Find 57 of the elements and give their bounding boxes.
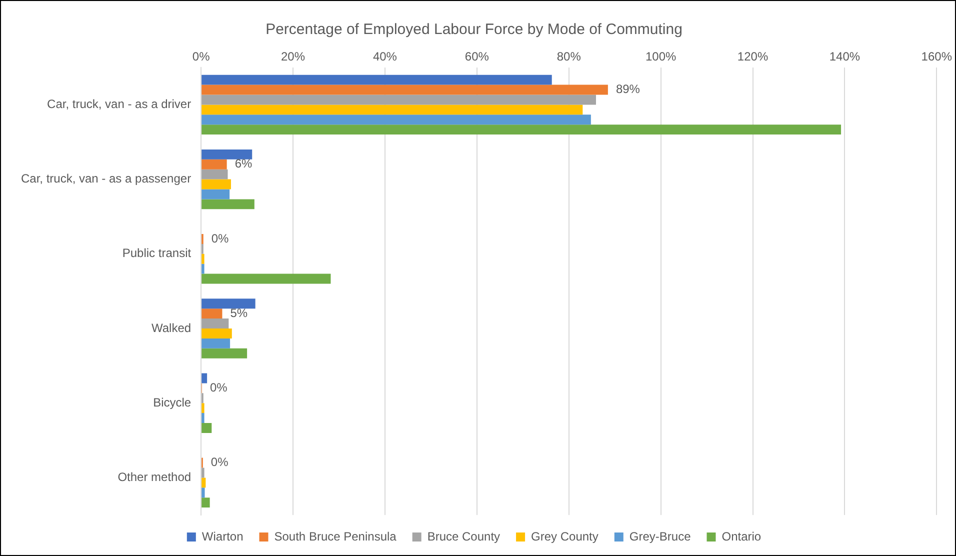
legend-label: Ontario <box>722 529 762 544</box>
data-label: 6% <box>234 156 252 171</box>
bar <box>202 498 210 508</box>
bar <box>202 84 608 95</box>
x-tick-label: 100% <box>645 50 676 64</box>
bar <box>202 488 205 498</box>
y-tick-label: Car, truck, van - as a driver <box>47 97 192 112</box>
y-tick-label: Bicycle <box>153 395 192 410</box>
data-label: 0% <box>211 231 230 246</box>
bar <box>202 478 206 488</box>
bar <box>202 468 204 478</box>
bar <box>202 94 596 105</box>
bar <box>202 104 583 115</box>
legend-label: Grey-Bruce <box>629 529 692 544</box>
bar <box>202 254 204 264</box>
bar <box>202 274 331 284</box>
x-tick-label: 80% <box>556 50 582 64</box>
x-tick-label: 0% <box>192 50 210 64</box>
bar <box>202 74 552 85</box>
bar <box>202 189 230 200</box>
bar <box>202 169 228 180</box>
bar <box>202 403 204 414</box>
data-label: 5% <box>230 306 248 320</box>
x-tick-label: 120% <box>737 50 768 64</box>
y-tick-label: Walked <box>152 320 192 335</box>
x-tick-label: 20% <box>281 50 306 64</box>
legend-label: Wiarton <box>202 529 244 544</box>
bar <box>202 348 248 358</box>
bar <box>202 264 204 274</box>
bar <box>202 159 227 170</box>
bar <box>202 179 231 190</box>
legend-label: Bruce County <box>427 529 500 544</box>
bar <box>202 422 212 433</box>
bar <box>202 114 591 125</box>
x-tick-label: 60% <box>464 50 490 64</box>
bar <box>202 373 208 384</box>
data-label: 89% <box>616 82 640 96</box>
bar <box>202 298 256 309</box>
bar <box>202 318 229 328</box>
y-tick-label: Public transit <box>122 246 192 260</box>
x-tick-label: 160% <box>921 50 952 64</box>
bar <box>202 338 230 348</box>
bar <box>202 199 254 210</box>
x-tick-label: 140% <box>829 50 860 64</box>
data-label: 0% <box>210 380 228 394</box>
y-tick-label: Car, truck, van - as a passenger <box>20 172 192 186</box>
x-tick-label: 40% <box>372 50 398 64</box>
legend-label: South Bruce Peninsula <box>274 529 397 544</box>
bar <box>202 149 252 160</box>
bar <box>202 308 222 319</box>
data-label: 0% <box>210 455 229 470</box>
bar <box>202 328 232 338</box>
chart-title: Percentage of Employed Labour Force by Mode of Commuting <box>266 21 682 38</box>
bar <box>202 413 204 423</box>
y-tick-label: Other method <box>118 470 192 484</box>
legend-label: Grey County <box>531 529 598 544</box>
bar <box>202 124 842 135</box>
